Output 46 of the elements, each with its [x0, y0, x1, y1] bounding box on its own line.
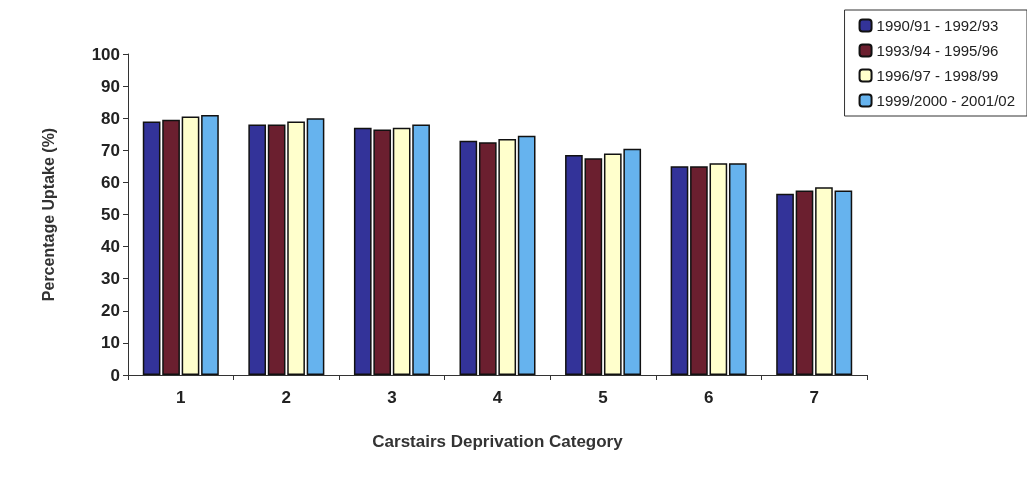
bar: [412, 124, 430, 375]
bar: [392, 127, 411, 375]
y-tick-label: 80: [101, 108, 120, 128]
bar: [517, 135, 536, 375]
x-tick-label: 6: [703, 388, 714, 407]
bar: [565, 155, 583, 375]
x-tick-label: 5: [598, 388, 608, 407]
y-tick-label: 30: [101, 269, 120, 289]
y-axis-title: Percentage Uptake (%): [39, 127, 57, 302]
y-tick-label: 70: [101, 140, 120, 160]
y-tick-label: 100: [91, 44, 120, 64]
x-tick-label: 4: [492, 388, 503, 407]
legend-label: 1996/97 - 1998/99: [876, 67, 999, 84]
bar: [248, 124, 267, 375]
legend-label: 1993/94 - 1995/96: [876, 42, 999, 59]
x-axis-title: Carstairs Deprivation Category: [372, 432, 624, 451]
y-tick-label: 20: [101, 301, 120, 321]
bar: [306, 118, 325, 375]
bar: [815, 187, 833, 375]
bar: [670, 166, 689, 375]
bar: [162, 119, 180, 375]
bar: [776, 193, 794, 375]
x-tick-label: 2: [281, 388, 292, 407]
bar: [709, 163, 728, 375]
bar: [728, 163, 747, 375]
x-tick-label: 7: [809, 388, 819, 407]
bar: [834, 190, 853, 375]
y-tick-label: 60: [101, 172, 120, 192]
y-tick-label: 40: [101, 237, 120, 257]
y-tick-label: 90: [101, 76, 120, 96]
y-tick-label: 10: [101, 333, 120, 353]
bar: [795, 190, 814, 375]
bar: [459, 140, 478, 375]
bar: [142, 121, 161, 375]
bar: [584, 158, 603, 375]
bar: [181, 116, 200, 375]
bar: [267, 124, 286, 375]
legend-label: 1999/2000 - 2001/02: [876, 92, 1016, 109]
y-tick-label: 0: [110, 365, 120, 385]
legend-label: 1990/91 - 1992/93: [876, 17, 999, 34]
y-tick-label: 50: [101, 205, 120, 224]
bar: [287, 121, 305, 375]
bar: [690, 166, 708, 375]
bar: [201, 114, 219, 375]
x-tick-label: 3: [387, 388, 397, 407]
x-tick-label: 1: [176, 388, 186, 407]
